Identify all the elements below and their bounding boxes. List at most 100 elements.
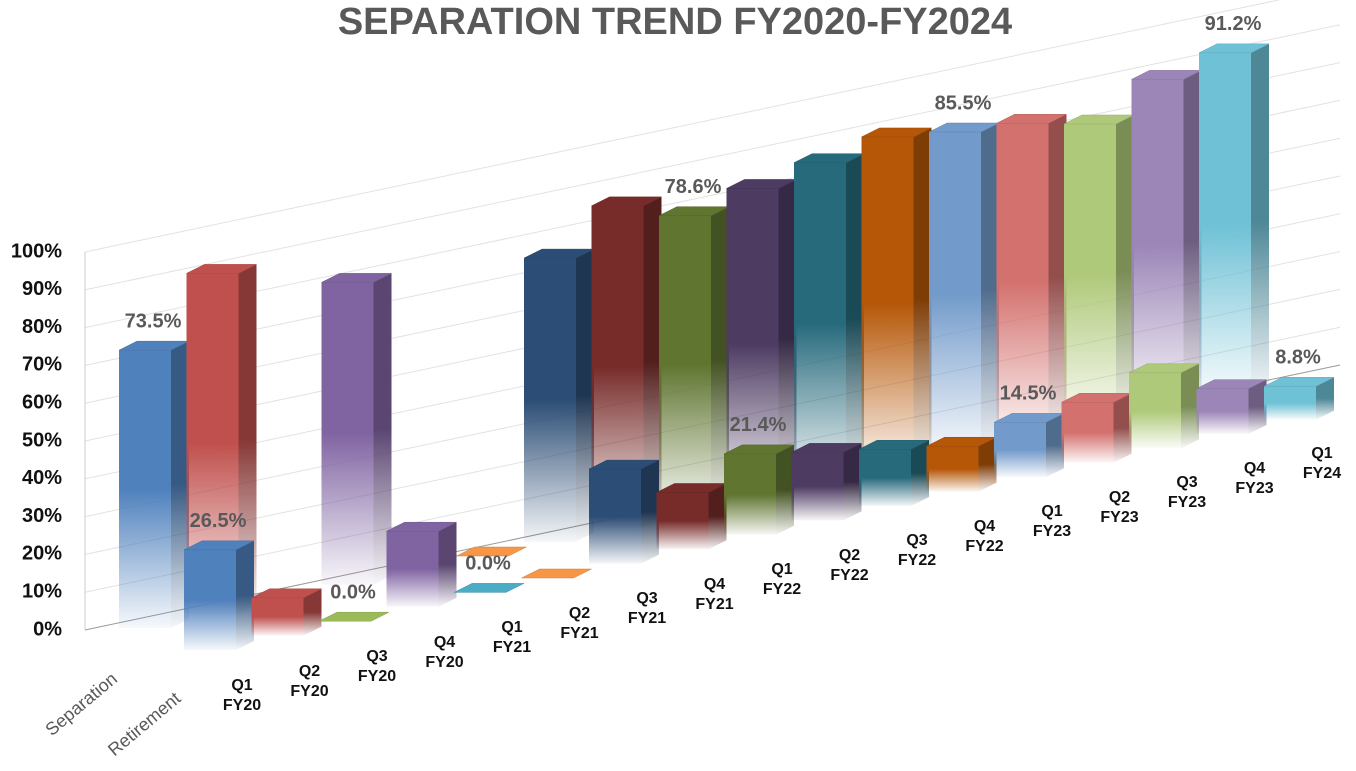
value-label: 14.5% (1000, 383, 1057, 405)
bar-side (708, 483, 727, 550)
bar-top (321, 273, 392, 283)
x-tick-label: Q4 FY21 (695, 575, 734, 613)
y-tick-label: 0% (33, 618, 62, 640)
bar-front (724, 453, 776, 535)
bar-side (303, 588, 322, 636)
x-tick-label: Q1 FY24 (1302, 445, 1342, 482)
bar-top (183, 540, 255, 551)
y-tick-label: 40% (22, 467, 62, 489)
bar-front (1264, 386, 1316, 420)
bar-side (576, 249, 594, 542)
bar-side (1116, 115, 1134, 427)
bar-front (859, 449, 911, 506)
bar-top (318, 611, 390, 622)
x-tick-label: Q4 FY23 (1235, 459, 1274, 497)
y-tick-label: 30% (22, 505, 62, 527)
x-tick-label: Q1 FY23 (1032, 503, 1072, 540)
bar-side (846, 153, 864, 484)
series-label: Retirement (104, 688, 184, 760)
bar-side (911, 440, 929, 506)
bar-side (1113, 393, 1132, 463)
value-label: 26.5% (190, 510, 247, 532)
x-tick-label: Q3 FY22 (897, 532, 937, 569)
bar-top (251, 588, 322, 599)
bar-side (978, 437, 997, 492)
bar-top (996, 114, 1067, 124)
value-label: 0.0% (330, 581, 376, 603)
bar-side (1181, 363, 1199, 449)
bar-side (236, 540, 254, 650)
bar-side (778, 179, 797, 499)
x-tick-label: Q4 FY20 (425, 633, 464, 671)
bar-side (776, 444, 794, 535)
grid-line (84, 0, 1281, 253)
bar-top (588, 459, 660, 470)
bar-side (1046, 413, 1064, 478)
x-tick-label: Q2 FY20 (290, 662, 329, 700)
bar-front (1061, 402, 1114, 463)
y-tick-label: 90% (22, 278, 62, 300)
bar-front (1199, 52, 1251, 398)
bar-front (656, 492, 709, 550)
bar-top (1198, 43, 1270, 54)
bar-side (238, 264, 257, 614)
chart-title: SEPARATION TREND FY2020-FY2024 (338, 1, 1012, 43)
x-tick-label: Q3 FY21 (627, 590, 667, 627)
bar-front (861, 136, 914, 470)
bar-front (929, 132, 981, 456)
y-tick-label: 80% (22, 316, 62, 338)
bar-top (861, 127, 932, 138)
y-tick-label: 100% (11, 240, 62, 262)
y-tick-label: 70% (22, 354, 62, 376)
bar-front (251, 597, 304, 636)
bar-side (711, 206, 729, 513)
value-label: 73.5% (125, 310, 182, 332)
bar-top (456, 546, 527, 557)
bar-top (386, 521, 457, 532)
bar-top (1128, 363, 1200, 374)
bar-front (524, 258, 576, 542)
bar-side (1316, 377, 1334, 420)
bar-top (858, 440, 930, 450)
bar-top (591, 196, 662, 207)
bar-front (1196, 388, 1249, 434)
y-tick-label: 50% (22, 429, 62, 451)
bar-front (1129, 372, 1181, 449)
x-tick-label: Q3 FY23 (1167, 474, 1207, 511)
bar-front (994, 422, 1046, 478)
x-tick-label: Q2 FY23 (1100, 488, 1139, 526)
x-tick-label: Q1 FY20 (222, 677, 262, 714)
bar-top (453, 583, 525, 593)
y-tick-label: 20% (22, 543, 62, 565)
bar-side (643, 196, 662, 528)
bar-side (1248, 379, 1267, 434)
bar-front (1064, 124, 1116, 427)
bar-top (791, 443, 862, 453)
bar-front (659, 215, 711, 513)
y-tick-label: 60% (22, 391, 62, 413)
x-tick-label: Q1 FY21 (492, 619, 532, 656)
bar-top (723, 444, 795, 455)
value-label: 8.8% (1275, 347, 1321, 369)
bar-front (1131, 79, 1184, 413)
series-label: Separation (41, 668, 121, 739)
bar-front (321, 282, 374, 585)
bar-top (521, 568, 592, 579)
bar-top (186, 264, 257, 274)
y-tick-label: 10% (22, 580, 62, 602)
value-label: 85.5% (935, 92, 992, 114)
x-tick-label: Q3 FY20 (357, 648, 397, 685)
grid-line (84, 24, 1341, 291)
bar-top (1263, 377, 1335, 387)
x-tick-label: Q2 FY21 (560, 604, 599, 642)
bar-top (1196, 379, 1267, 389)
bar-front (386, 531, 439, 607)
bar-side (1183, 70, 1202, 413)
grid-line (84, 62, 1341, 329)
bar-front (791, 452, 844, 521)
x-tick-label: Q4 FY22 (965, 517, 1004, 555)
bar-side (438, 522, 457, 607)
bar-front (119, 350, 171, 628)
bar-front (996, 123, 1049, 441)
